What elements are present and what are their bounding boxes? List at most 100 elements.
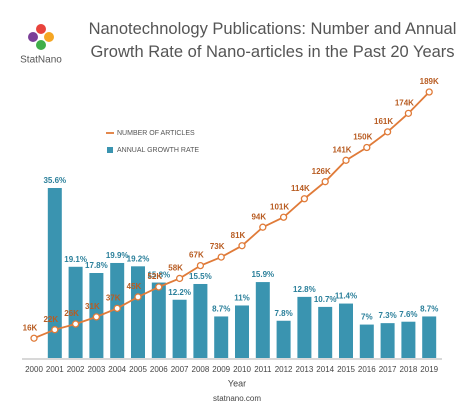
line-point [196,261,205,270]
line-value-label: 126K [312,167,331,176]
bar-value-label: 12.2% [168,288,191,297]
bar-value-label: 8.7% [212,305,230,314]
line-point [383,128,392,136]
bar [172,299,187,358]
bar-value-label: 8.7% [420,305,438,314]
bar-value-label: 7.8% [274,309,292,318]
bar [214,316,229,358]
bar-value-label: 7.3% [378,311,396,320]
line-value-label: 16K [23,323,38,332]
line-value-label: 58K [168,264,183,273]
logo [28,24,54,50]
bar-value-label: 10.7% [314,295,337,304]
x-tick-label: 2009 [212,365,230,374]
line-point [134,293,142,301]
bar [380,323,395,358]
bar-value-label: 12.8% [293,285,316,294]
x-tick-label: 2019 [420,365,438,374]
line-value-label: 174K [395,98,414,107]
line-point [30,334,38,342]
line-value-label: 81K [231,231,246,240]
bar-value-label: 15.9% [251,270,274,279]
bar-value-label: 7.6% [399,310,417,319]
line-point [342,156,350,164]
bar [276,320,291,358]
line-value-label: 73K [210,242,225,251]
bar [359,324,374,358]
bar [318,306,333,358]
line-point [425,88,433,96]
x-tick-label: 2016 [358,365,376,374]
bar [131,266,145,358]
logo-text: StatNano [20,55,62,66]
bar [255,282,270,358]
line-point [155,283,163,291]
bar-value-label: 11% [234,294,250,303]
line-point [175,274,184,283]
x-tick-label: 2005 [129,365,147,374]
line-value-label: 22K [43,315,58,324]
bar [339,303,353,358]
line-value-label: 101K [270,202,289,211]
line-value-label: 114K [291,184,310,193]
x-tick-label: 2018 [400,365,418,374]
line-value-label: 189K [420,77,439,86]
line-point [363,143,371,152]
x-tick-label: 2007 [171,365,189,374]
line-point [259,223,267,231]
x-tick-label: 2015 [337,365,355,374]
bar-value-label: 11.4% [335,292,357,301]
x-tick-label: 2010 [233,365,251,374]
line-point [217,253,225,261]
bar [235,305,249,358]
x-tick-label: 2001 [46,365,64,374]
x-tick-label: 2012 [275,365,293,374]
bar-value-label: 7% [361,313,373,322]
bar-value-label: 15.8% [147,271,170,280]
line-point [279,213,288,221]
bar [68,266,83,358]
x-tick-label: 2008 [192,365,210,374]
line-value-label: 94K [251,212,266,221]
line-point [113,304,121,312]
bar [297,296,312,358]
bar-value-label: 17.8% [85,261,108,270]
line-value-label: 141K [332,145,351,154]
x-tick-label: 2014 [316,365,334,374]
x-axis-label: Year [228,378,246,388]
legend-label: NUMBER OF ARTICLES [117,130,195,137]
chart-title: Nanotechnology Publications: Number and … [88,20,457,61]
line-value-label: 31K [85,302,100,311]
x-tick-label: 2013 [296,365,314,374]
bar-value-label: 35.6% [43,176,66,185]
line-value-label: 52K [147,272,162,281]
line-point [71,320,80,328]
bar-value-label: 19.9% [106,251,129,260]
x-tick-label: 2006 [150,365,168,374]
x-tick-label: 2002 [67,365,85,374]
bar-value-label: 15.5% [189,272,212,281]
legend-swatch [107,147,113,153]
line-value-label: 26K [64,309,79,318]
bar-value-label: 19.2% [127,254,150,263]
line-value-label: 45K [127,282,142,291]
bar [422,316,437,358]
line-value-label: 150K [353,133,372,142]
line-point [51,326,59,334]
line-point [321,178,329,186]
line-point [404,109,413,117]
legend-label: ANNUAL GROWTH RATE [117,147,199,154]
x-tick-label: 2017 [379,365,397,374]
line-point [238,242,246,250]
line-point [92,313,101,321]
x-tick-label: 2011 [254,365,272,374]
x-tick-label: 2004 [108,365,126,374]
bar [193,283,208,358]
bar [47,188,62,358]
bar [401,321,416,358]
line-value-label: 37K [106,293,121,302]
x-tick-label: 2000 [25,365,43,374]
line-value-label: 161K [374,117,393,126]
